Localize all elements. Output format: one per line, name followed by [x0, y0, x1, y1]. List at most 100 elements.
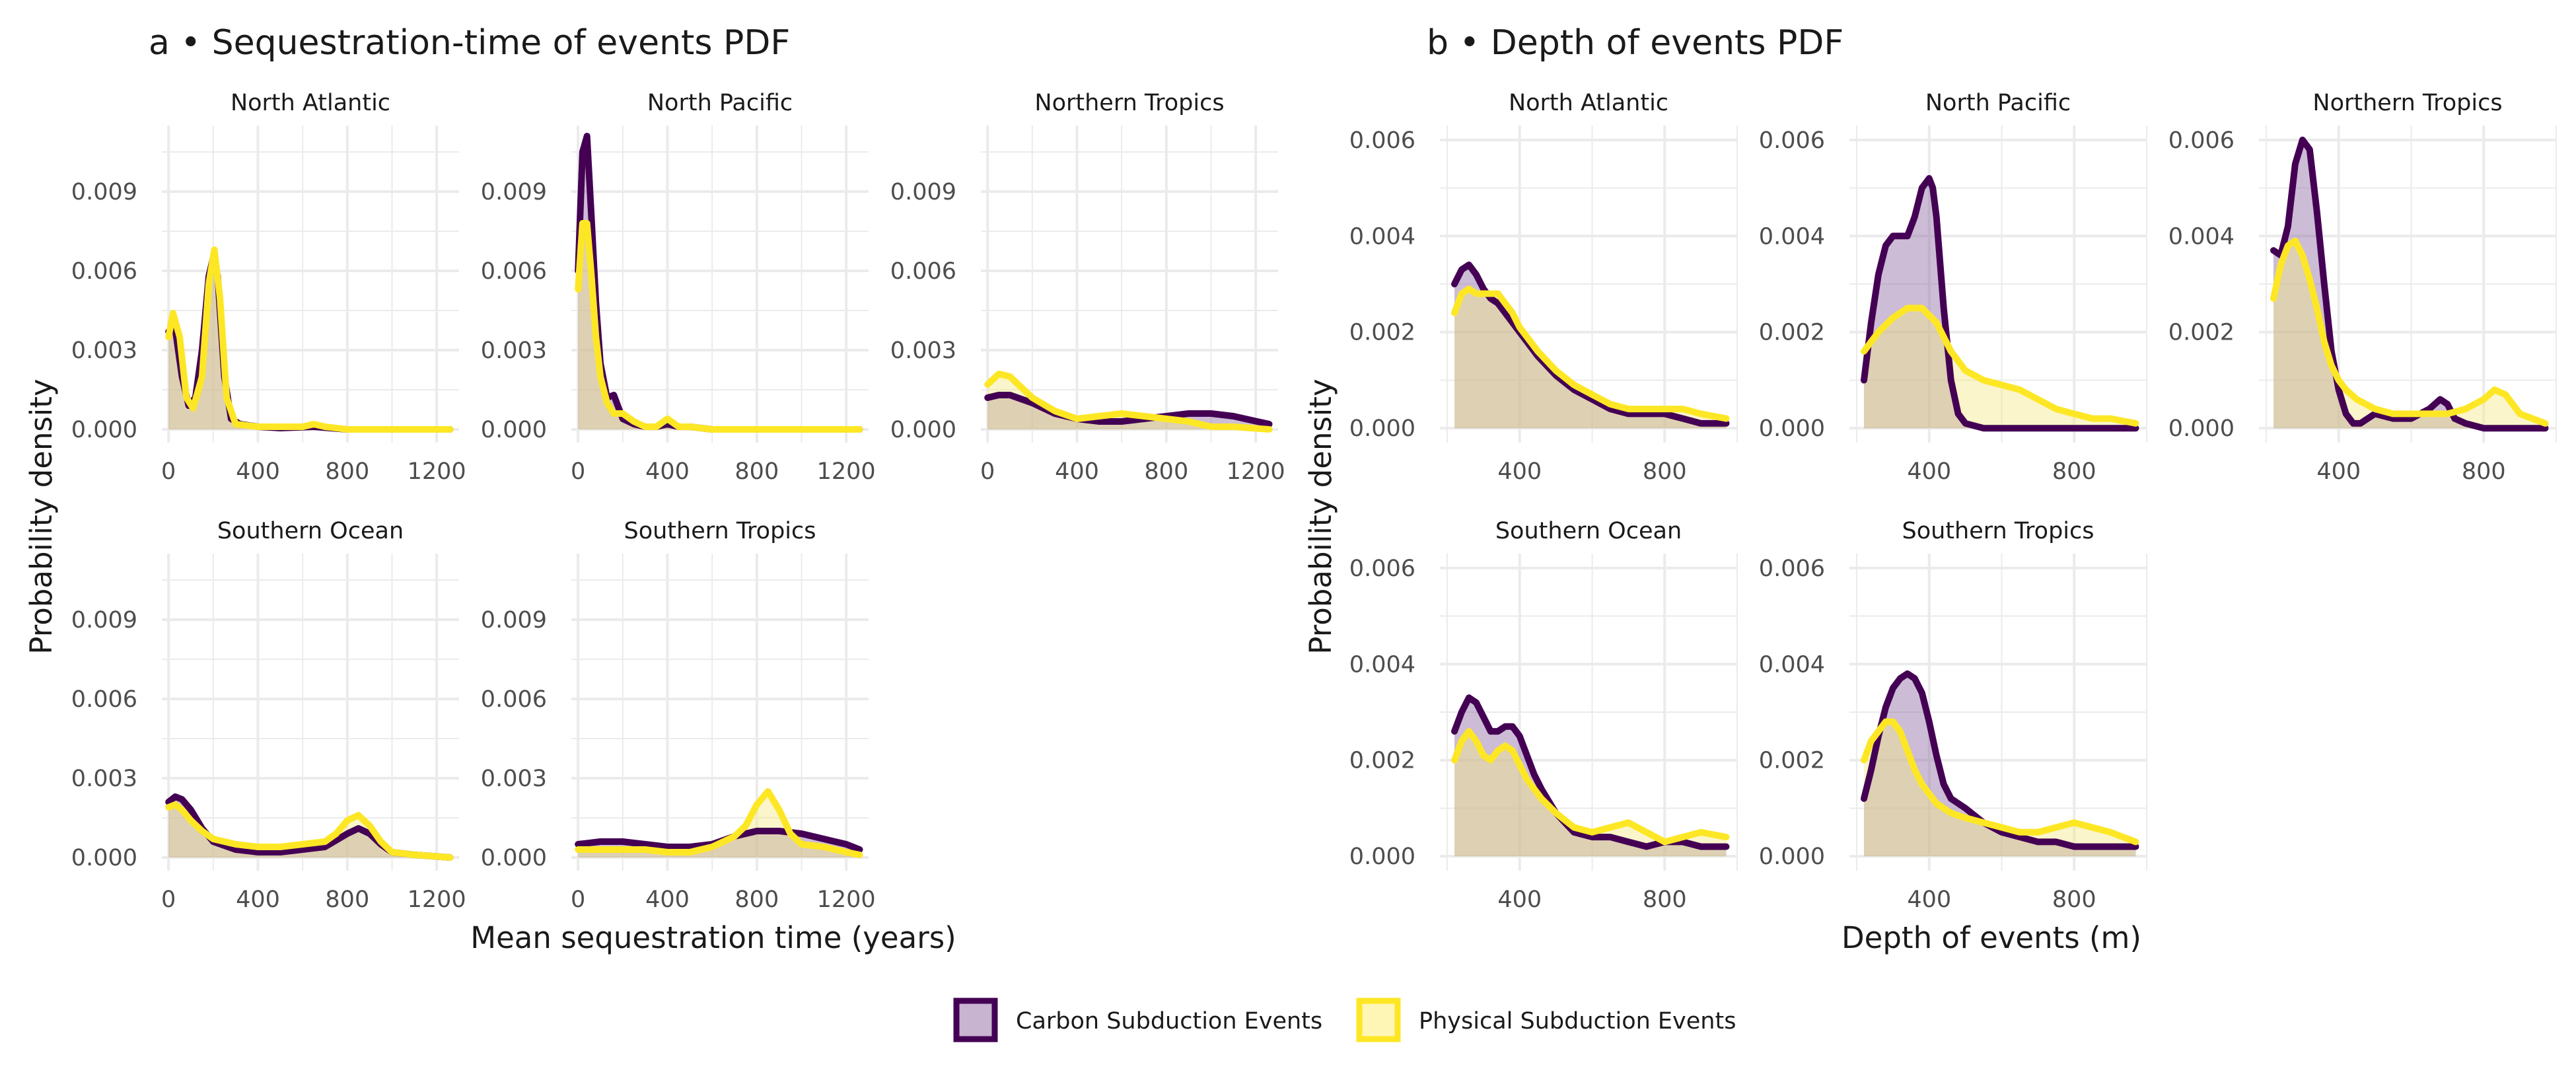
x-tick-label: 1200 — [408, 458, 466, 485]
panel-b-facet-northern-tropics: Northern Tropics 0.000 0.002 0.004 0.006 400 8… — [2168, 90, 2557, 485]
panel-a-facet-north-atlantic: North Atlantic 0.000 0.003 0.006 0.009 0 400 80… — [71, 90, 466, 485]
panel-a-facets: North Atlantic 0.000 0.003 0.006 0.009 0 400 80… — [71, 90, 1285, 913]
density-area-physical — [1454, 289, 1727, 429]
panel-b-x-axis-label: Depth of events (m) — [1842, 920, 2141, 955]
legend-label-physical: Physical Subduction Events — [1419, 1008, 1736, 1035]
density-area-carbon — [1454, 698, 1727, 857]
facet-title: Southern Tropics — [624, 518, 816, 544]
panel-b-facet-north-pacific: North Pacific 0.000 0.002 0.004 0.006 400 800 — [1759, 90, 2147, 485]
panel-a-facet-northern-tropics: Northern Tropics 0.000 0.003 0.006 0.009 0 400… — [890, 90, 1285, 485]
y-tick-label: 0.006 — [2168, 127, 2235, 154]
panel-a-y-axis-label: Probability density — [24, 379, 59, 654]
x-tick-label: 800 — [325, 887, 369, 913]
x-tick-label: 400 — [2316, 458, 2361, 485]
density-line-physical — [1861, 718, 2139, 846]
x-tick-label: 1200 — [817, 458, 876, 485]
y-tick-label: 0.000 — [71, 417, 137, 443]
x-tick-label: 800 — [325, 458, 369, 485]
x-tick-label: 400 — [1907, 887, 1951, 913]
legend-key-carbon — [953, 998, 998, 1042]
legend-key-physical — [1356, 998, 1401, 1042]
y-tick-label: 0.002 — [1349, 320, 1415, 346]
y-tick-label: 0.006 — [481, 686, 547, 713]
y-tick-label: 0.004 — [1759, 223, 1825, 250]
y-tick-label: 0.003 — [71, 766, 137, 792]
panel-b-facets: North Atlantic 0.000 0.002 0.004 0.006 400 800… — [1349, 90, 2557, 913]
density-area-physical — [578, 791, 860, 857]
panel-b-y-axis-label: Probability density — [1303, 379, 1338, 654]
density-area-physical — [1454, 731, 1727, 857]
y-tick-label: 0.004 — [1349, 651, 1415, 678]
y-tick-label: 0.002 — [1759, 320, 1825, 346]
density-line-carbon — [984, 392, 1273, 427]
y-tick-label: 0.004 — [1349, 223, 1415, 250]
x-tick-label: 400 — [236, 887, 280, 913]
y-tick-label: 0.009 — [481, 179, 547, 205]
facet-title: Southern Tropics — [1902, 518, 2094, 544]
density-line-carbon — [1451, 694, 1730, 850]
y-tick-label: 0.000 — [1759, 416, 1825, 442]
x-tick-label: 1200 — [817, 887, 876, 913]
y-tick-label: 0.006 — [890, 258, 956, 285]
density-line-physical — [984, 371, 1273, 433]
y-tick-label: 0.000 — [890, 417, 956, 443]
density-area-physical — [1864, 308, 2136, 429]
density-area-carbon — [168, 797, 450, 857]
x-tick-label: 400 — [1497, 887, 1542, 913]
density-line-carbon — [1451, 261, 1730, 427]
x-tick-label: 1200 — [408, 887, 466, 913]
panel-a-facet-north-pacific: North Pacific 0.000 0.003 0.006 0.009 0 400 800… — [481, 90, 876, 485]
density-area-carbon — [1864, 178, 2136, 429]
y-tick-label: 0.003 — [481, 338, 547, 364]
x-tick-label: 400 — [1055, 458, 1099, 485]
density-line-physical — [575, 220, 863, 433]
x-tick-label: 800 — [734, 458, 779, 485]
x-tick-label: 0 — [571, 458, 585, 485]
panel-a-facet-southern-tropics: Southern Tropics 0.000 0.003 0.006 0.009 0 400… — [481, 518, 876, 913]
density-area-carbon — [2273, 139, 2546, 429]
facet-title: North Atlantic — [231, 90, 390, 116]
density-line-carbon — [2270, 136, 2549, 432]
density-line-physical — [165, 246, 454, 433]
panel-b-facet-southern-tropics: Southern Tropics 0.000 0.002 0.004 0.006 400 8… — [1759, 518, 2147, 913]
y-tick-label: 0.004 — [1759, 651, 1825, 678]
x-tick-label: 800 — [2052, 887, 2096, 913]
density-area-carbon — [168, 258, 450, 429]
x-tick-label: 0 — [980, 458, 995, 485]
panel-a-facet-southern-ocean: Southern Ocean 0.000 0.003 0.006 0.009 0 400 80… — [71, 518, 466, 913]
density-line-carbon — [1861, 670, 2139, 850]
y-tick-label: 0.002 — [2168, 320, 2235, 346]
density-area-physical — [1864, 721, 2136, 857]
legend-label-carbon: Carbon Subduction Events — [1016, 1008, 1322, 1035]
density-area-carbon — [1454, 264, 1727, 429]
x-tick-label: 0 — [161, 458, 176, 485]
x-tick-label: 400 — [645, 458, 690, 485]
y-tick-label: 0.006 — [1759, 556, 1825, 582]
facet-title: North Pacific — [647, 90, 793, 116]
y-tick-label: 0.006 — [71, 258, 137, 285]
x-tick-label: 800 — [1643, 887, 1687, 913]
facet-title: Northern Tropics — [1034, 90, 1224, 116]
density-line-carbon — [575, 133, 863, 433]
y-tick-label: 0.003 — [890, 338, 956, 364]
x-tick-label: 0 — [161, 887, 176, 913]
panel-b-facet-southern-ocean: Southern Ocean 0.000 0.002 0.004 0.006 400 800 — [1349, 518, 1738, 913]
y-tick-label: 0.006 — [71, 686, 137, 713]
panel-b-facet-north-atlantic: North Atlantic 0.000 0.002 0.004 0.006 400 800 — [1349, 90, 1738, 485]
density-area-carbon — [578, 136, 860, 429]
y-tick-label: 0.000 — [71, 845, 137, 871]
y-tick-label: 0.009 — [481, 607, 547, 634]
x-tick-label: 800 — [2462, 458, 2506, 485]
x-tick-label: 0 — [571, 887, 585, 913]
y-tick-label: 0.000 — [2168, 416, 2235, 442]
y-tick-label: 0.003 — [71, 338, 137, 364]
facet-title: North Atlantic — [1509, 90, 1668, 116]
y-tick-label: 0.002 — [1759, 748, 1825, 774]
x-tick-label: 800 — [1643, 458, 1687, 485]
y-tick-label: 0.006 — [1759, 127, 1825, 154]
density-area-physical — [578, 223, 860, 429]
panel-b-title: b • Depth of events PDF — [1427, 23, 1843, 63]
legend: Carbon Subduction Events Physical Subduc… — [953, 998, 1736, 1042]
y-tick-label: 0.006 — [1349, 556, 1415, 582]
